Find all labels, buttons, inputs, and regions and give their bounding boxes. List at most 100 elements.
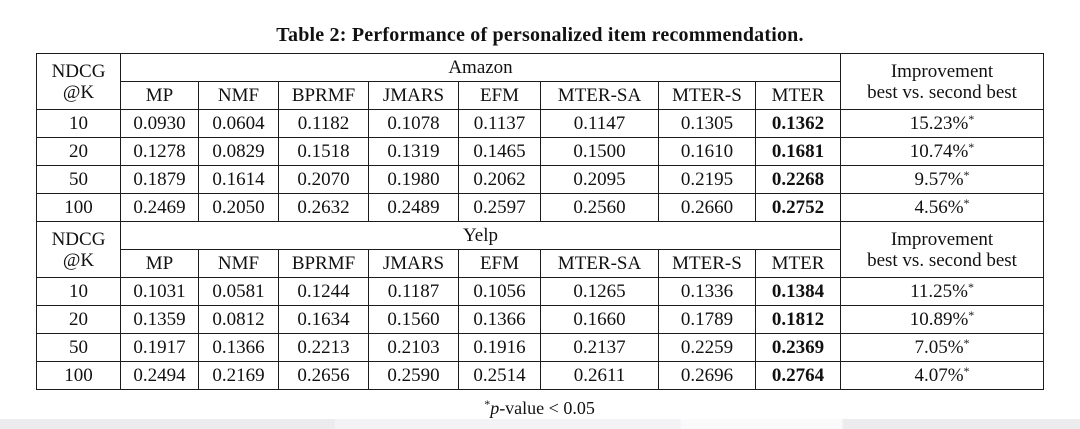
k-cell: 20 [36, 137, 121, 166]
k-cell: 10 [36, 109, 121, 138]
best-metric-cell: 0.1384 [755, 277, 841, 306]
yelp-header-row: NDCG @K Yelp Improvement best vs. second… [36, 221, 1044, 278]
method-header-mter: MTER [755, 81, 841, 110]
metric-cell: 0.2169 [198, 361, 279, 390]
metric-cell: 0.2656 [278, 361, 369, 390]
metric-cell: 0.2259 [658, 333, 756, 362]
metric-cell: 0.1319 [368, 137, 459, 166]
table-caption: Table 2: Performance of personalized ite… [276, 24, 804, 46]
metric-cell: 0.2062 [458, 165, 541, 194]
improvement-header: Improvement best vs. second best [840, 221, 1044, 278]
metric-cell: 0.1610 [658, 137, 756, 166]
metric-cell: 0.1980 [368, 165, 459, 194]
corner-header-line2: @K [62, 249, 95, 271]
metric-cell: 0.1278 [120, 137, 199, 166]
significance-star: * [967, 280, 974, 294]
metric-cell: 0.2632 [278, 193, 369, 222]
metric-cell: 0.2489 [368, 193, 459, 222]
metric-cell: 0.2095 [540, 165, 659, 194]
metric-cell: 0.1916 [458, 333, 541, 362]
metric-cell: 0.0604 [198, 109, 279, 138]
metric-cell: 0.1917 [120, 333, 199, 362]
table-row: 20 0.1278 0.0829 0.1518 0.1319 0.1465 0.… [36, 137, 1044, 166]
k-cell: 50 [36, 333, 121, 362]
metric-cell: 0.1056 [458, 277, 541, 306]
corner-header-line1: NDCG [51, 60, 106, 82]
metric-cell: 0.1137 [458, 109, 541, 138]
table-row: 100 0.2494 0.2169 0.2656 0.2590 0.2514 0… [36, 361, 1044, 390]
metric-cell: 0.0581 [198, 277, 279, 306]
method-header-mter-sa: MTER-SA [540, 81, 659, 110]
method-header-mp: MP [120, 249, 199, 278]
method-header-nmf: NMF [198, 81, 279, 110]
significance-star: * [963, 196, 970, 210]
metric-cell: 0.1366 [458, 305, 541, 334]
metric-cell: 0.2103 [368, 333, 459, 362]
metric-cell: 0.1187 [368, 277, 459, 306]
metric-cell: 0.2195 [658, 165, 756, 194]
metric-cell: 0.1366 [198, 333, 279, 362]
best-metric-cell: 0.2764 [755, 361, 841, 390]
metric-cell: 0.1500 [540, 137, 659, 166]
metric-cell: 0.1336 [658, 277, 756, 306]
metric-cell: 0.1078 [368, 109, 459, 138]
metric-cell: 0.1789 [658, 305, 756, 334]
significance-star: * [963, 364, 970, 378]
footnote: *p-value < 0.05 [36, 398, 1043, 419]
metric-cell: 0.1560 [368, 305, 459, 334]
metric-cell: 0.1265 [540, 277, 659, 306]
table-row: 100 0.2469 0.2050 0.2632 0.2489 0.2597 0… [36, 193, 1044, 222]
method-header-nmf: NMF [198, 249, 279, 278]
method-header-mter: MTER [755, 249, 841, 278]
metric-cell: 0.2560 [540, 193, 659, 222]
metric-cell: 0.1244 [278, 277, 369, 306]
metric-cell: 0.1518 [278, 137, 369, 166]
improvement-cell: 10.74%* [840, 137, 1044, 166]
method-header-jmars: JMARS [368, 81, 459, 110]
metric-cell: 0.2469 [120, 193, 199, 222]
metric-cell: 0.2070 [278, 165, 369, 194]
improvement-cell: 4.07%* [840, 361, 1044, 390]
significance-star: * [968, 112, 975, 126]
metric-cell: 0.1305 [658, 109, 756, 138]
improvement-cell: 10.89%* [840, 305, 1044, 334]
method-header-efm: EFM [458, 249, 541, 278]
metric-cell: 0.1660 [540, 305, 659, 334]
corner-header-ndcg-at-k: NDCG @K [36, 221, 121, 278]
metric-cell: 0.1031 [120, 277, 199, 306]
metric-cell: 0.1465 [458, 137, 541, 166]
improvement-header-line1: Improvement [890, 60, 994, 82]
metric-cell: 0.2137 [540, 333, 659, 362]
best-metric-cell: 0.2268 [755, 165, 841, 194]
significance-star: * [963, 168, 970, 182]
improvement-cell: 7.05%* [840, 333, 1044, 362]
corner-header-line1: NDCG [51, 228, 106, 250]
metric-cell: 0.1634 [278, 305, 369, 334]
metric-cell: 0.1614 [198, 165, 279, 194]
method-header-mp: MP [120, 81, 199, 110]
method-header-efm: EFM [458, 81, 541, 110]
method-header-mter-s: MTER-S [658, 81, 756, 110]
table-row: 50 0.1879 0.1614 0.2070 0.1980 0.2062 0.… [36, 165, 1044, 194]
metric-cell: 0.2050 [198, 193, 279, 222]
metric-cell: 0.1147 [540, 109, 659, 138]
metric-cell: 0.2514 [458, 361, 541, 390]
metric-cell: 0.1182 [278, 109, 369, 138]
amazon-header-row: NDCG @K Amazon Improvement best vs. seco… [36, 53, 1044, 110]
table-row: 50 0.1917 0.1366 0.2213 0.2103 0.1916 0.… [36, 333, 1044, 362]
best-metric-cell: 0.1681 [755, 137, 841, 166]
dataset-header-amazon: Amazon [120, 53, 841, 82]
metric-cell: 0.0812 [198, 305, 279, 334]
significance-star: * [968, 140, 975, 154]
dataset-header-yelp: Yelp [120, 221, 841, 250]
improvement-cell: 9.57%* [840, 165, 1044, 194]
corner-header-ndcg-at-k: NDCG @K [36, 53, 121, 110]
footnote-text: -value < 0.05 [499, 398, 595, 418]
corner-header-line2: @K [62, 81, 95, 103]
table-row: 10 0.0930 0.0604 0.1182 0.1078 0.1137 0.… [36, 109, 1044, 138]
bottom-edge-bar [0, 419, 1080, 429]
metric-cell: 0.0930 [120, 109, 199, 138]
method-header-mter-sa: MTER-SA [540, 249, 659, 278]
footnote-star: * [484, 397, 491, 411]
